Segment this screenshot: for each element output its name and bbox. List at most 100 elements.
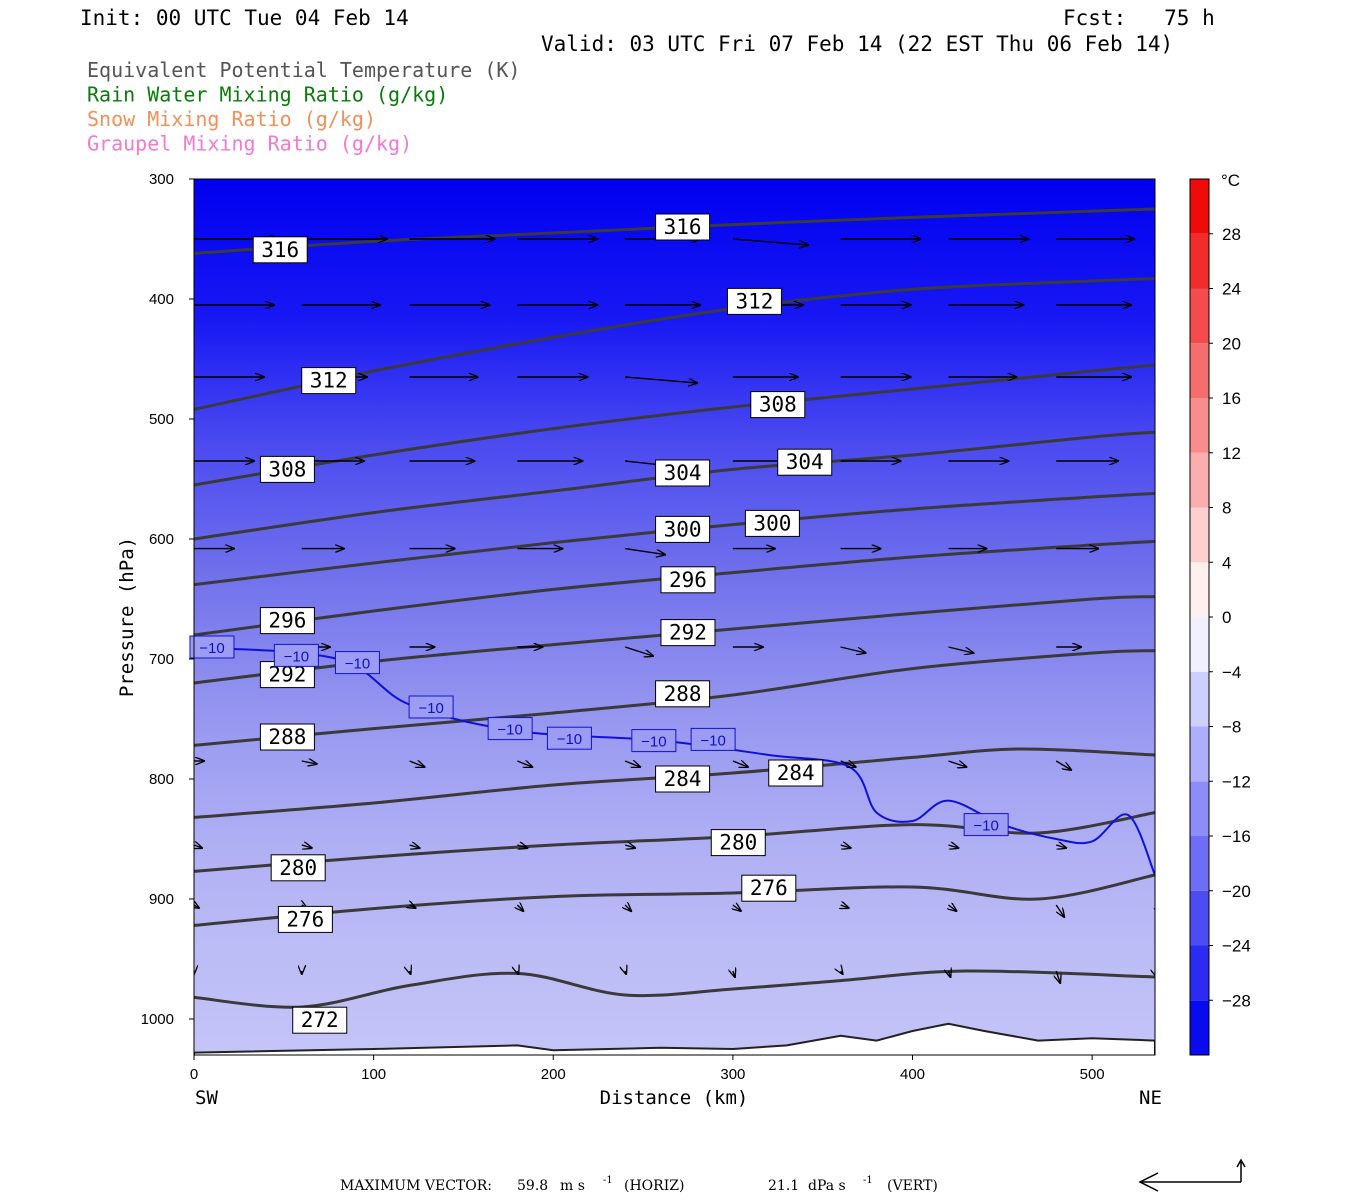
wind-vector [624,761,640,767]
colorbar-tick-label: −12 [1222,772,1251,791]
svg-text:312: 312 [735,289,773,313]
plot-area: 316 316 312 312 308 308 304 304 300 300 296 296 292 2… [189,178,1163,1056]
wind-vector [517,971,518,974]
x-right-direction: NE [1139,1087,1162,1109]
terrain-surface [194,1022,1155,1055]
svg-text:316: 316 [261,238,299,262]
theta-e-contour-label: 292 [660,619,716,647]
theta-e-contour-label: 308 [750,391,806,419]
wind-vector [1155,905,1163,911]
theta-e-contour-label: 296 [259,607,315,635]
svg-text:292: 292 [669,621,707,645]
svg-text:304: 304 [786,450,824,474]
wind-vector [1154,761,1155,762]
theta-e-contour-label: 280 [710,829,766,857]
x-tick-label: 500 [1080,1066,1105,1083]
colorbar: 28 24 20 16 12 8 4 0 −4 −8 −12 −16 −20 −24 −28 °C [1189,171,1251,1056]
theta-e-contour-label: 304 [655,459,711,487]
svg-text:−10: −10 [345,656,370,673]
colorbar-cell [1190,671,1209,727]
wind-vector [517,905,523,911]
svg-text:−10: −10 [284,648,309,665]
x-tick-label: 400 [900,1066,925,1083]
wind-vector [841,905,849,908]
y-tick-label: 1000 [141,1011,174,1028]
svg-text:276: 276 [286,907,324,931]
colorbar-tick-label: 8 [1222,499,1231,518]
x-tick-label: 100 [361,1066,386,1083]
svg-text:304: 304 [664,461,702,485]
svg-text:296: 296 [268,609,306,633]
theta-e-contour-label: 284 [768,759,824,787]
wind-vector [1055,904,1064,917]
vert-unit: dPa s [808,1178,846,1194]
svg-text:284: 284 [777,761,815,785]
wind-vector [948,760,966,767]
colorbar-cell [1190,233,1209,289]
svg-text:280: 280 [719,831,757,855]
temperature-contour-label: −10 [189,635,235,659]
reference-vector-icon [1138,1158,1246,1192]
colorbar-cells [1190,179,1209,1055]
wind-vector [841,971,843,974]
wind-vector [410,905,416,908]
colorbar-cell [1190,945,1209,1001]
horiz-tag: (HORIZ) [624,1178,684,1194]
valid-time: Valid: 03 UTC Fri 07 Feb 14 (22 EST Thu … [541,32,1173,56]
theta-e-contour-label: 316 [655,213,711,241]
colorbar-tick-label: 28 [1222,225,1241,244]
x-tick-label: 200 [541,1066,566,1083]
theta-e-contour-label: 288 [259,723,315,751]
svg-text:−10: −10 [641,734,666,751]
wind-vector [1154,845,1155,846]
colorbar-cell [1190,617,1209,672]
colorbar-tick-label: −16 [1222,827,1251,846]
legend-entry: Snow Mixing Ratio (g/kg) [87,107,376,131]
svg-text:316: 316 [664,215,702,239]
svg-text:280: 280 [279,856,317,880]
y-tick-label: 600 [149,531,174,548]
svg-text:308: 308 [268,457,306,481]
y-axis-label: Pressure (hPa) [116,537,138,697]
svg-text:296: 296 [669,568,707,592]
colorbar-cell [1190,343,1209,398]
theta-e-contour-line [194,747,1155,819]
svg-text:312: 312 [310,369,348,393]
svg-text:−10: −10 [199,640,224,657]
wind-vector [517,761,532,767]
vert-max-value: 21.1 [768,1178,799,1194]
wind-vector [517,845,527,848]
svg-text:−10: −10 [497,722,522,739]
svg-text:−10: −10 [557,731,582,748]
svg-text:300: 300 [664,517,702,541]
wind-vector [625,905,631,911]
temperature-contour-label: −10 [408,695,454,719]
wind-vector [624,845,635,848]
colorbar-unit: °C [1221,171,1240,190]
wind-vector [301,845,312,848]
wind-vector [732,761,748,767]
temperature-contour-label: −10 [631,729,677,753]
contour-labels: 316 316 312 312 308 308 304 304 300 300 296 296 292 2… [189,213,1009,1034]
max-vector-footer: MAXIMUM VECTOR: 59.8 m s -1 (HORIZ) 21.1… [340,1158,1246,1194]
wind-vector [948,971,950,977]
colorbar-cell [1190,562,1209,617]
svg-text:288: 288 [664,682,702,706]
x-left-direction: SW [195,1087,218,1109]
y-tick-label: 800 [149,771,174,788]
plot-frame [193,178,1156,1056]
colorbar-cell [1190,781,1209,836]
wind-vector [625,376,697,383]
theta-e-contour-label: 300 [744,509,800,537]
theta-e-contour-label: 308 [259,455,315,483]
legend-entry: Graupel Mixing Ratio (g/kg) [87,132,412,156]
y-tick-label: 500 [149,411,174,428]
theta-e-contour-label: 276 [277,905,333,933]
x-axis: 0 100 200 300 400 500 [190,1055,1105,1083]
theta-e-contour-label: 276 [741,874,797,902]
theta-e-contour-line [194,277,1155,411]
wind-vector [1055,760,1071,770]
theta-e-contour-label: 284 [655,765,711,793]
y-axis: 300 400 500 600 700 800 900 1000 [141,171,194,1028]
wind-vector [409,845,420,848]
